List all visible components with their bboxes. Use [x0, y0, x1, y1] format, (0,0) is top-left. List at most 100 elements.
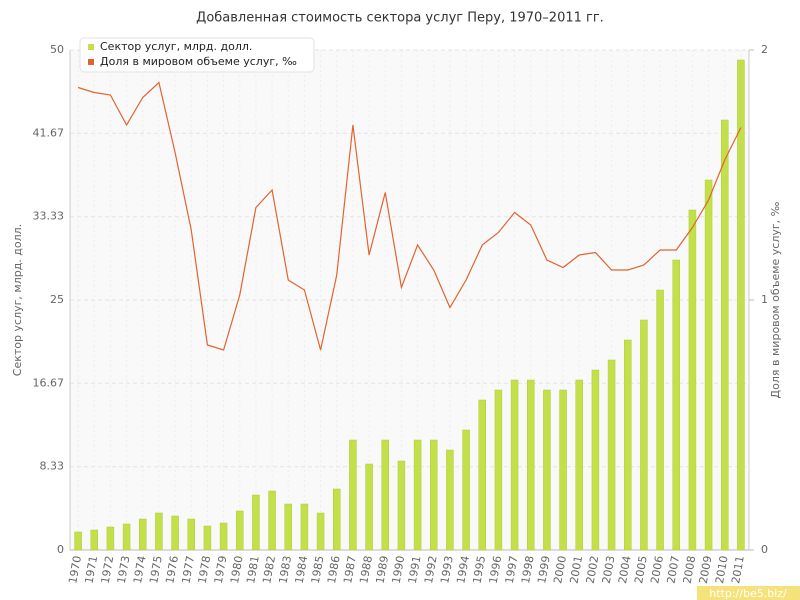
x-tick-label: 2004: [616, 555, 634, 585]
x-tick-label: 1992: [422, 555, 440, 585]
legend-swatch: [88, 59, 94, 65]
bar: [252, 494, 260, 551]
x-tick-label: 2011: [729, 555, 747, 585]
x-tick-label: 1995: [470, 555, 488, 585]
x-tick-label: 2000: [551, 555, 569, 585]
bar: [74, 531, 82, 551]
y-tick-label: 33.33: [33, 210, 65, 223]
bar: [90, 529, 98, 551]
x-tick-label: 1985: [309, 555, 327, 585]
y-tick-label: 25: [50, 293, 64, 306]
bar: [688, 209, 697, 551]
y-tick-label: 41.67: [33, 126, 65, 139]
legend-swatch: [88, 44, 94, 50]
bar: [203, 525, 212, 551]
bar: [591, 369, 600, 551]
x-tick-label: 1990: [390, 555, 408, 585]
bar: [672, 259, 680, 551]
bar: [721, 119, 729, 551]
bar: [462, 429, 470, 551]
bar: [381, 439, 389, 551]
bar: [607, 359, 616, 551]
y-axis-label: Сектор услуг, млрд. долл.: [11, 224, 24, 376]
bar: [737, 59, 745, 551]
bar: [559, 389, 567, 551]
y-tick-label: 16.67: [33, 376, 65, 389]
legend-box: [79, 37, 315, 73]
y2-tick-label: 0: [761, 543, 768, 556]
x-tick-label: 1991: [406, 555, 424, 585]
watermark-bg: [697, 586, 800, 600]
bar: [365, 463, 373, 551]
bar: [397, 460, 406, 551]
chart-title: Добавленная стоимость сектора услуг Перу…: [196, 11, 604, 26]
x-tick-label: 1989: [373, 555, 391, 585]
watermark: http://be5.biz/: [709, 587, 787, 600]
y2-axis-label: Доля в мировом объеме услуг, ‰: [769, 201, 782, 398]
bar: [494, 389, 503, 551]
x-tick-label: 2006: [648, 555, 666, 585]
bar: [349, 439, 357, 551]
bar: [268, 490, 276, 551]
legend-label: Доля в мировом объеме услуг, ‰: [100, 55, 297, 68]
x-tick-label: 1999: [535, 555, 553, 585]
y-tick-label: 8.33: [40, 460, 65, 473]
bar: [106, 526, 115, 551]
x-tick-label: 1978: [196, 555, 214, 585]
bar: [284, 503, 292, 551]
bar: [704, 179, 713, 551]
bar: [316, 512, 325, 551]
bar: [187, 518, 195, 551]
x-tick-label: 2008: [681, 555, 699, 585]
line: [77, 81, 742, 351]
x-tick-label: 1971: [82, 555, 100, 585]
bar: [300, 503, 309, 551]
y-tick-label: 50: [50, 43, 64, 56]
x-tick-label: 1988: [357, 555, 375, 585]
x-tick-label: 1997: [503, 555, 521, 585]
bar: [640, 319, 648, 551]
x-tick-label: 1977: [179, 555, 197, 585]
bar: [155, 512, 163, 551]
x-tick-label: 1984: [293, 555, 311, 585]
x-tick-label: 1982: [260, 555, 278, 585]
bar: [510, 379, 519, 551]
x-tick-label: 1994: [454, 555, 472, 585]
bar: [139, 518, 147, 551]
x-tick-label: 1979: [212, 555, 230, 585]
x-tick-label: 2002: [584, 555, 602, 585]
x-tick-label: 1974: [131, 555, 149, 585]
y2-tick-label: 2: [761, 43, 768, 56]
x-tick-label: 2003: [600, 555, 618, 585]
x-tick-label: 1975: [147, 555, 165, 585]
bar: [543, 389, 551, 551]
y2-tick-label: 1: [761, 293, 768, 306]
x-tick-label: 1973: [115, 555, 133, 585]
x-tick-label: 1976: [163, 555, 181, 585]
x-tick-label: 1980: [228, 555, 246, 585]
x-tick-label: 2005: [632, 555, 650, 585]
bar: [333, 488, 341, 551]
bar: [171, 515, 179, 551]
bar: [527, 379, 535, 551]
bar: [478, 399, 486, 551]
x-tick-label: 1987: [341, 555, 359, 585]
x-tick-label: 1996: [487, 555, 505, 585]
bar: [430, 439, 438, 551]
bar: [656, 289, 664, 551]
x-tick-label: 2001: [567, 555, 585, 585]
bar: [219, 522, 228, 551]
legend-label: Сектор услуг, млрд. долл.: [100, 40, 252, 53]
x-tick-label: 1986: [325, 555, 343, 585]
bar: [446, 449, 454, 551]
bar: [575, 379, 583, 551]
legend: Сектор услуг, млрд. долл. Доля в мировом …: [79, 37, 315, 73]
x-tick-label: 1983: [276, 555, 294, 585]
x-tick-label: 1970: [66, 555, 84, 585]
x-tick-label: 1972: [99, 555, 117, 585]
x-tick-label: 1998: [519, 555, 537, 585]
x-tick-label: 2010: [713, 555, 731, 585]
x-tick-label: 1981: [244, 555, 262, 585]
y-tick-label: 0: [57, 543, 64, 556]
